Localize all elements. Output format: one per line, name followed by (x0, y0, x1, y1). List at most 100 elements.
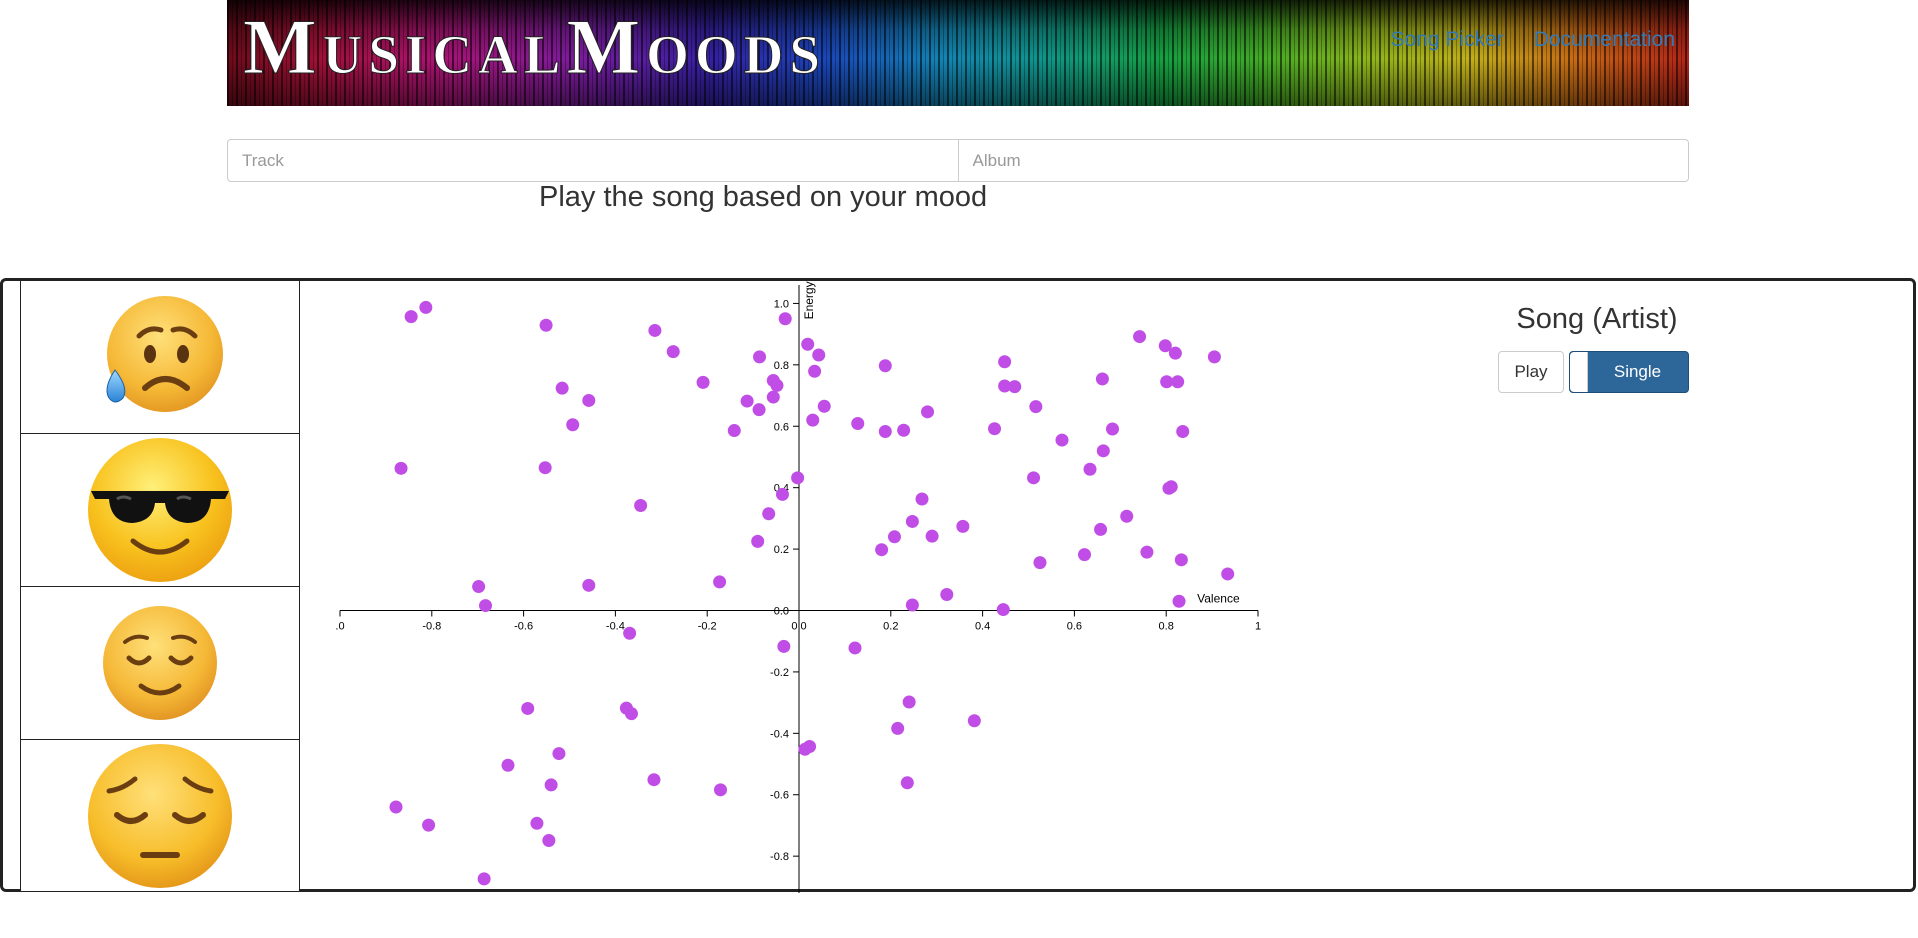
song-point[interactable] (817, 399, 831, 413)
song-point[interactable] (582, 578, 596, 592)
song-point[interactable] (566, 418, 580, 432)
song-point[interactable] (419, 300, 433, 314)
song-point[interactable] (634, 498, 648, 512)
song-point[interactable] (552, 747, 566, 761)
song-point[interactable] (808, 364, 822, 378)
song-point[interactable] (472, 580, 486, 594)
song-point[interactable] (648, 323, 662, 337)
song-point[interactable] (647, 773, 661, 787)
song-point[interactable] (713, 575, 727, 589)
song-point[interactable] (1158, 339, 1172, 353)
song-point[interactable] (998, 379, 1012, 393)
song-point[interactable] (1027, 471, 1041, 485)
song-point[interactable] (538, 461, 552, 475)
track-input[interactable] (227, 139, 959, 182)
song-point[interactable] (1105, 422, 1119, 436)
song-point[interactable] (887, 530, 901, 544)
song-point[interactable] (394, 461, 408, 475)
song-point[interactable] (404, 310, 418, 324)
song-point[interactable] (727, 424, 741, 438)
song-point[interactable] (582, 393, 596, 407)
nav-link-song-picker[interactable]: Song Picker (1390, 28, 1504, 51)
song-point[interactable] (477, 872, 491, 886)
song-point[interactable] (544, 778, 558, 792)
song-point[interactable] (875, 543, 889, 557)
song-point[interactable] (1077, 548, 1091, 562)
song-point[interactable] (555, 381, 569, 395)
toggle-knob[interactable] (1570, 352, 1588, 392)
song-point[interactable] (1164, 480, 1178, 494)
song-point[interactable] (878, 359, 892, 373)
song-point[interactable] (1120, 509, 1134, 523)
song-point[interactable] (762, 507, 776, 521)
song-point[interactable] (925, 529, 939, 543)
song-point[interactable] (1008, 380, 1022, 394)
song-point[interactable] (915, 492, 929, 506)
play-button[interactable]: Play (1498, 351, 1564, 393)
song-point[interactable] (778, 312, 792, 326)
song-point[interactable] (751, 534, 765, 548)
song-point[interactable] (801, 337, 815, 351)
mood-pensive-button[interactable] (20, 739, 300, 892)
nav-link-documentation[interactable]: Documentation (1533, 28, 1675, 51)
song-point[interactable] (1172, 594, 1186, 608)
song-point[interactable] (770, 378, 784, 392)
song-point[interactable] (777, 639, 791, 653)
song-point[interactable] (940, 588, 954, 602)
album-input[interactable] (958, 139, 1689, 182)
song-point[interactable] (891, 721, 905, 735)
song-point[interactable] (714, 783, 728, 797)
song-point[interactable] (996, 603, 1010, 617)
song-point[interactable] (1140, 545, 1154, 559)
mood-cool-button[interactable] (20, 433, 300, 586)
song-point[interactable] (422, 818, 436, 832)
song-point[interactable] (766, 390, 780, 404)
song-point[interactable] (806, 413, 820, 427)
song-point[interactable] (753, 350, 767, 364)
song-point[interactable] (542, 833, 556, 847)
song-point[interactable] (1176, 424, 1190, 438)
single-mode-toggle[interactable]: Single (1569, 351, 1689, 393)
song-point[interactable] (479, 599, 493, 613)
song-point[interactable] (740, 394, 754, 408)
song-point[interactable] (902, 695, 916, 709)
song-point[interactable] (1083, 462, 1097, 476)
song-point[interactable] (905, 598, 919, 612)
song-point[interactable] (1133, 330, 1147, 344)
song-point[interactable] (1055, 433, 1069, 447)
song-point[interactable] (1207, 350, 1221, 364)
song-point[interactable] (1168, 346, 1182, 360)
song-point[interactable] (998, 355, 1012, 369)
song-point[interactable] (1160, 375, 1174, 389)
song-point[interactable] (956, 519, 970, 533)
valence-energy-chart[interactable]: Valence Energy .0 -0.8 -0.6 -0.4 -0.2 0.0 0.2 0… (320, 281, 1270, 893)
song-point[interactable] (967, 714, 981, 728)
song-point[interactable] (897, 423, 911, 437)
song-point[interactable] (1171, 375, 1185, 389)
song-point[interactable] (1174, 553, 1188, 567)
song-point[interactable] (798, 742, 812, 756)
song-point[interactable] (848, 641, 862, 655)
song-point[interactable] (878, 424, 892, 438)
song-point[interactable] (1033, 556, 1047, 570)
song-point[interactable] (624, 707, 638, 721)
song-point[interactable] (988, 422, 1002, 436)
song-point[interactable] (851, 416, 865, 430)
mood-sad-button[interactable] (20, 280, 300, 433)
song-point[interactable] (791, 471, 805, 485)
song-point[interactable] (921, 405, 935, 419)
mood-relieved-button[interactable] (20, 586, 300, 739)
song-point[interactable] (900, 776, 914, 790)
song-point[interactable] (775, 487, 789, 501)
song-point[interactable] (623, 626, 637, 640)
song-point[interactable] (666, 345, 680, 359)
song-point[interactable] (539, 318, 553, 332)
song-point[interactable] (1094, 522, 1108, 536)
song-point[interactable] (1221, 567, 1235, 581)
song-point[interactable] (696, 375, 710, 389)
song-point[interactable] (1096, 444, 1110, 458)
song-point[interactable] (752, 403, 766, 417)
song-point[interactable] (905, 514, 919, 528)
song-point[interactable] (1095, 372, 1109, 386)
song-point[interactable] (812, 348, 826, 362)
